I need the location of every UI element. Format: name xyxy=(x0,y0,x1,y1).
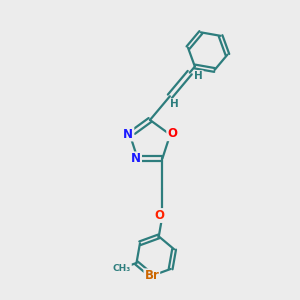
Text: N: N xyxy=(131,152,141,165)
Text: O: O xyxy=(154,209,164,222)
Text: H: H xyxy=(170,99,179,109)
Text: CH₃: CH₃ xyxy=(113,264,131,273)
Text: O: O xyxy=(167,127,177,140)
Text: N: N xyxy=(123,128,134,140)
Text: Br: Br xyxy=(144,269,159,282)
Text: H: H xyxy=(194,71,203,81)
